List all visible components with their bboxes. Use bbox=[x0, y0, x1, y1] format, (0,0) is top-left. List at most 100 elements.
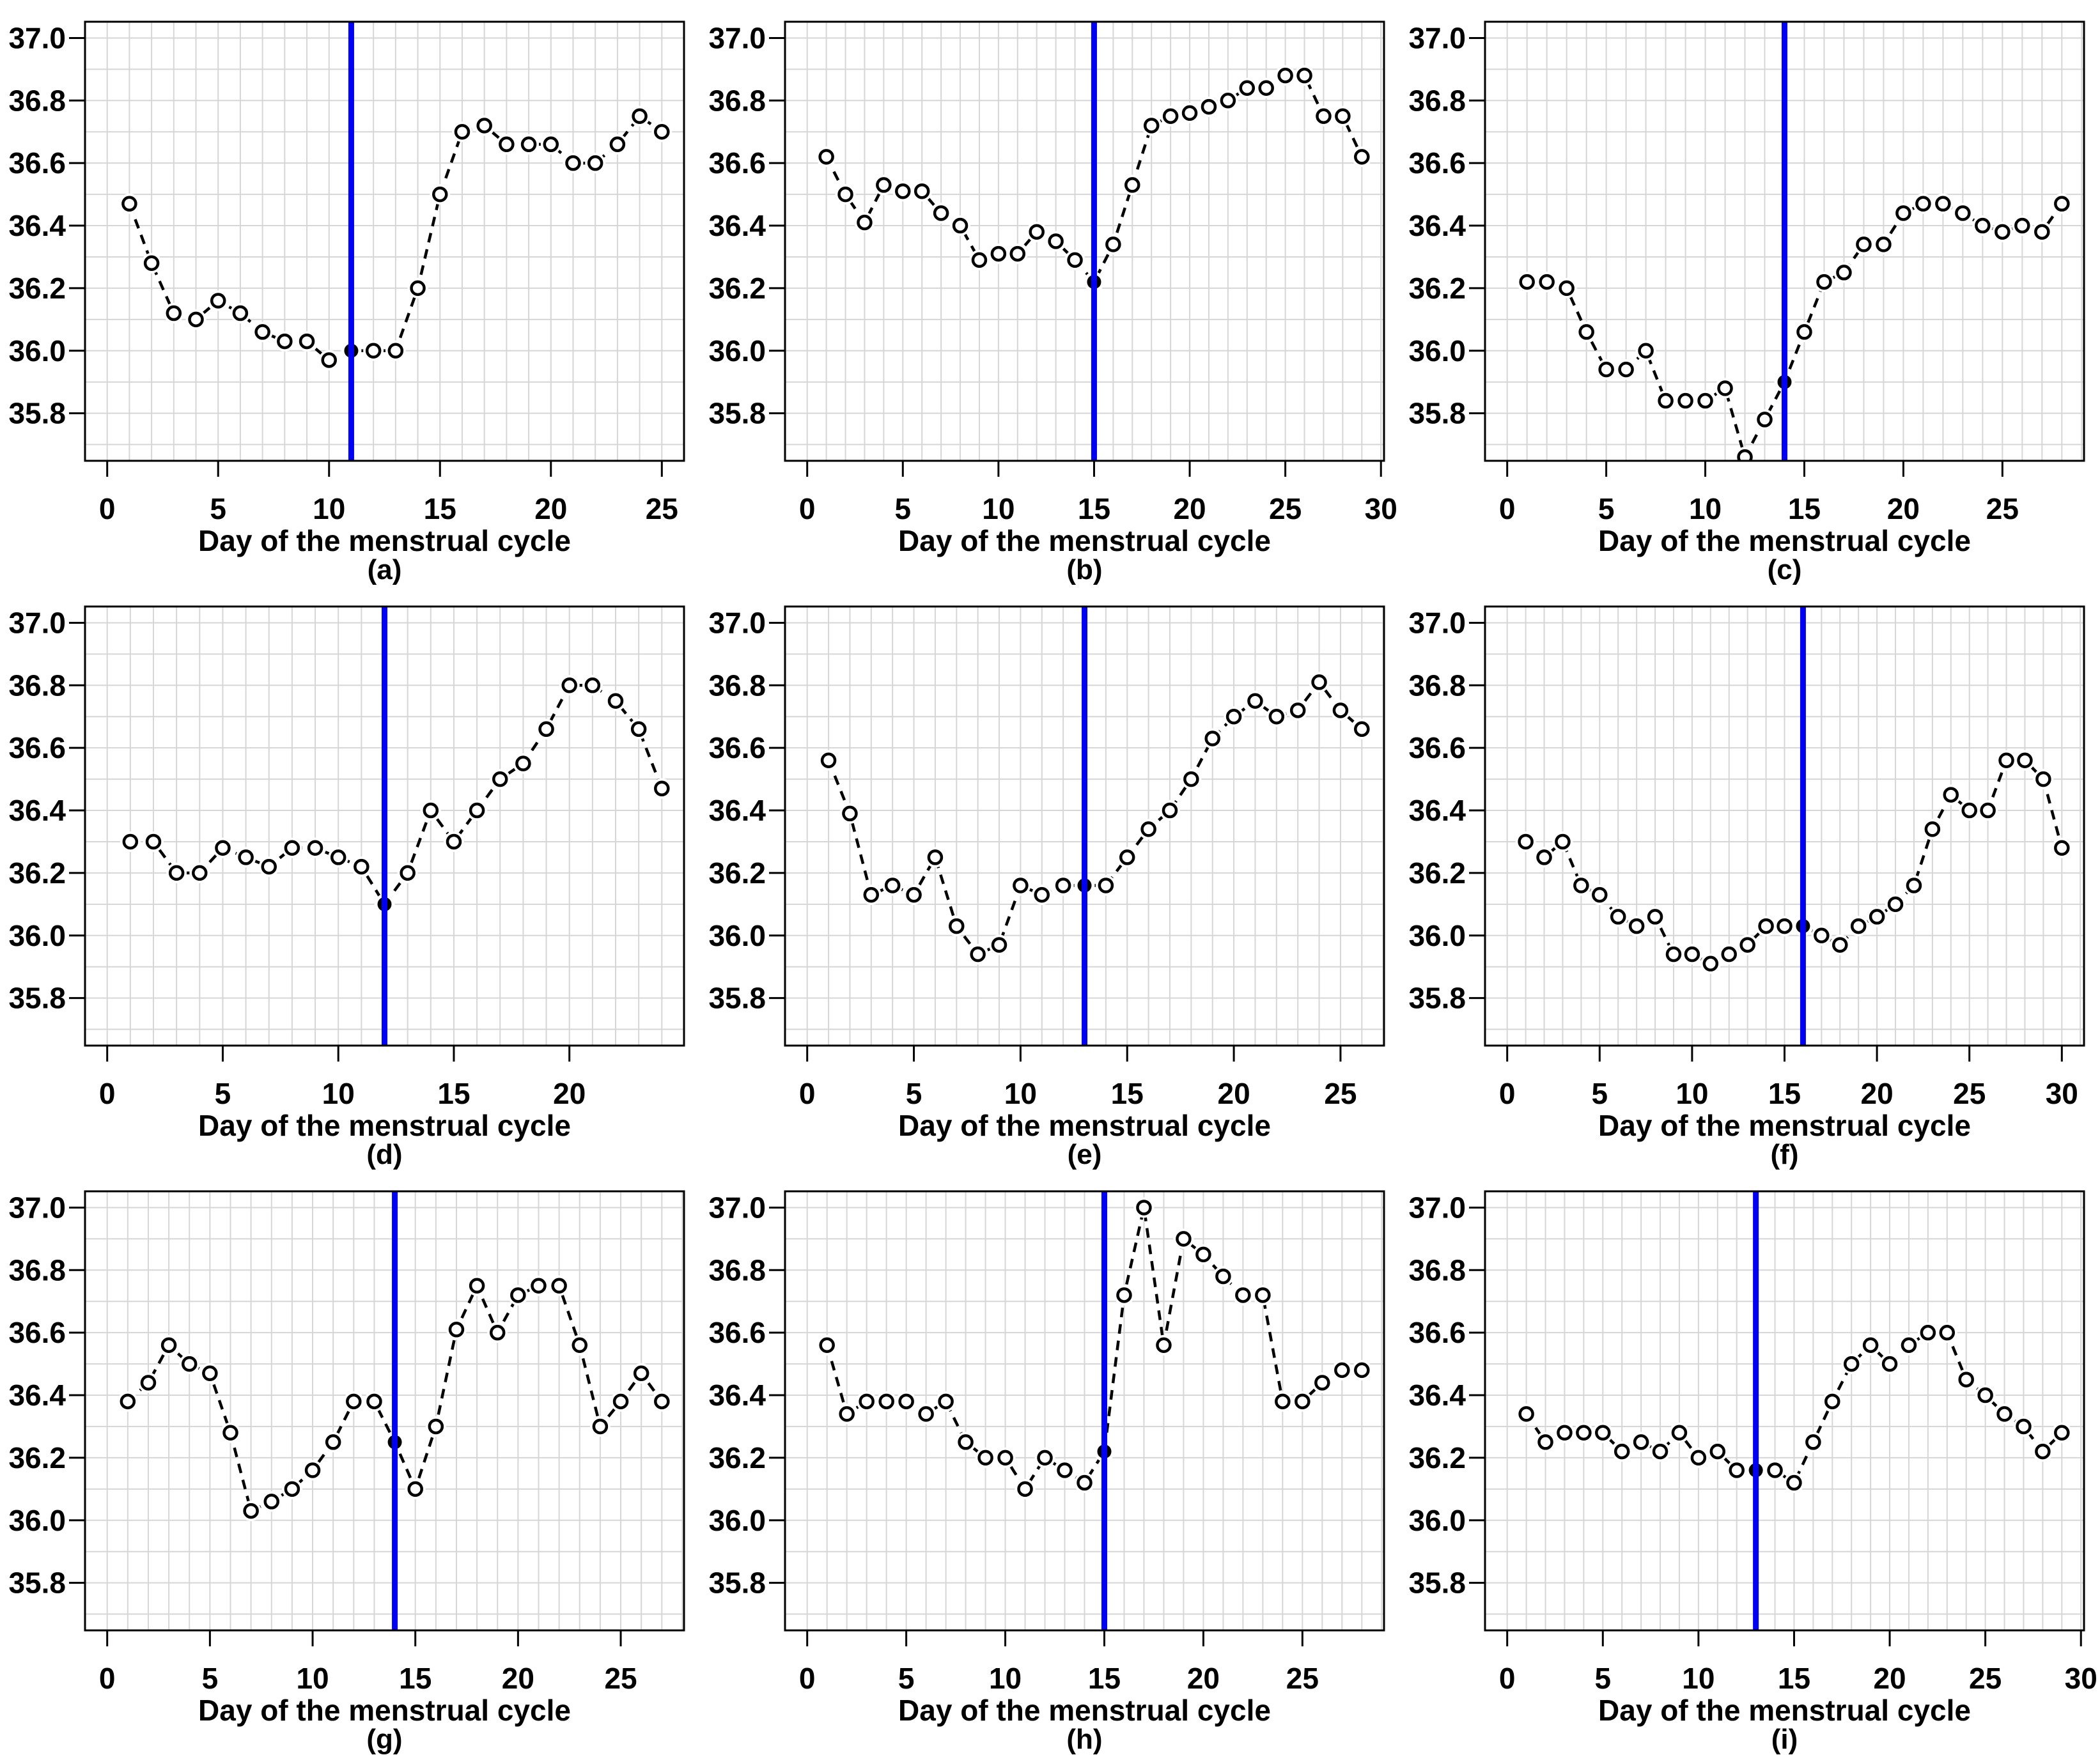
temperature-point bbox=[933, 205, 949, 221]
y-tick-label: 36.6 bbox=[1408, 731, 1466, 764]
y-tick-label: 36.6 bbox=[1408, 1316, 1466, 1349]
temperature-series bbox=[120, 675, 673, 915]
temperature-point bbox=[819, 1337, 835, 1353]
temperature-point bbox=[515, 755, 531, 771]
temperature-point bbox=[895, 183, 911, 199]
temperature-point bbox=[1618, 361, 1634, 378]
temperature-point bbox=[307, 840, 323, 856]
temperature-point bbox=[1598, 361, 1614, 378]
temperature-point bbox=[284, 1481, 300, 1497]
temperature-point bbox=[1955, 205, 1971, 221]
axis-text: 35.8 36.0 36.2 36.4 36.6 36.8 37.0 0 5 10 15 20 25 30… bbox=[1408, 606, 2078, 1170]
temperature-point bbox=[952, 217, 968, 234]
temperature-point bbox=[346, 1393, 362, 1410]
temperature-point bbox=[878, 1393, 894, 1410]
temperature-point bbox=[120, 1393, 136, 1410]
x-tick-label: 10 bbox=[1689, 492, 1722, 525]
temperature-point bbox=[584, 677, 601, 693]
plot-border bbox=[784, 1190, 1385, 1632]
x-tick-label: 5 bbox=[898, 1662, 915, 1695]
temperature-point bbox=[1537, 1434, 1553, 1450]
temperature-point bbox=[1786, 1474, 1802, 1491]
axis-ticks bbox=[1469, 621, 2063, 1062]
temperature-point bbox=[839, 1406, 855, 1422]
temperature-point bbox=[1557, 1425, 1573, 1441]
x-tick-label: 15 bbox=[1088, 1662, 1121, 1695]
temperature-point bbox=[1140, 821, 1156, 837]
temperature-series bbox=[119, 105, 673, 371]
temperature-point bbox=[970, 946, 986, 963]
x-tick-label: 0 bbox=[1499, 1662, 1516, 1695]
panel-letter: (e) bbox=[1068, 1139, 1102, 1170]
temperature-point bbox=[863, 886, 880, 903]
temperature-point bbox=[1017, 1481, 1033, 1497]
temperature-point bbox=[181, 1356, 198, 1372]
y-tick-label: 36.2 bbox=[708, 1441, 766, 1474]
y-tick-label: 35.8 bbox=[708, 1566, 766, 1600]
x-axis-title: Day of the menstrual cycle bbox=[1598, 1694, 1971, 1727]
temperature-point bbox=[1539, 274, 1555, 290]
temperature-point bbox=[997, 1450, 1013, 1466]
grid-lines bbox=[85, 22, 685, 461]
temperature-point bbox=[407, 1481, 423, 1497]
temperature-point bbox=[1832, 937, 1848, 953]
temperature-point bbox=[428, 1418, 444, 1435]
temperature-point bbox=[1067, 252, 1083, 268]
temperature-point bbox=[1737, 449, 1753, 460]
temperature-point bbox=[1796, 324, 1812, 340]
temperature-point bbox=[1119, 849, 1135, 865]
temperature-point bbox=[1275, 1393, 1291, 1410]
panel-b-chart: 35.8 36.0 36.2 36.4 36.6 36.8 37.0 0 5 10 15 20 25 30… bbox=[708, 20, 1397, 585]
temperature-point bbox=[1876, 236, 1892, 252]
temperature-point bbox=[261, 858, 277, 875]
y-tick-label: 36.0 bbox=[8, 1504, 66, 1537]
plot-border bbox=[84, 605, 685, 1047]
y-tick-label: 36.4 bbox=[1408, 1379, 1466, 1412]
y-tick-label: 35.8 bbox=[1408, 982, 1466, 1015]
y-tick-label: 36.4 bbox=[1408, 209, 1466, 242]
temperature-series bbox=[818, 672, 1373, 965]
temperature-point bbox=[633, 1365, 649, 1382]
temperature-point bbox=[1354, 149, 1370, 165]
temperature-point bbox=[1034, 886, 1050, 903]
temperature-point bbox=[366, 1393, 382, 1410]
temperature-point bbox=[884, 878, 901, 893]
temperature-point bbox=[1215, 1268, 1231, 1285]
temperature-point bbox=[857, 214, 873, 231]
panel-letter: (i) bbox=[1771, 1724, 1798, 1754]
temperature-point bbox=[607, 693, 624, 709]
temperature-point bbox=[166, 305, 182, 321]
temperature-point bbox=[410, 280, 426, 297]
y-tick-label: 37.0 bbox=[708, 606, 766, 639]
axis-ticks bbox=[69, 1206, 622, 1646]
temperature-point bbox=[906, 886, 922, 903]
panel-letter: (a) bbox=[368, 554, 402, 585]
x-axis-title: Day of the menstrual cycle bbox=[1598, 1109, 1971, 1142]
temperature-point bbox=[354, 858, 369, 875]
axis-text: 35.8 36.0 36.2 36.4 36.6 36.8 37.0 0 5 10 15 20 25 Da… bbox=[708, 1191, 1318, 1754]
temperature-point bbox=[448, 1322, 465, 1338]
y-tick-label: 36.4 bbox=[1408, 794, 1466, 827]
temperature-point bbox=[1098, 878, 1114, 893]
temperature-point bbox=[1924, 821, 1941, 837]
x-tick-label: 20 bbox=[553, 1077, 586, 1110]
temperature-point bbox=[538, 721, 554, 738]
x-tick-label: 5 bbox=[1598, 492, 1615, 525]
y-tick-label: 37.0 bbox=[1408, 21, 1466, 54]
temperature-point bbox=[143, 255, 160, 272]
y-tick-label: 35.8 bbox=[8, 982, 66, 1015]
x-tick-label: 15 bbox=[1768, 1077, 1801, 1110]
axis-text: 35.8 36.0 36.2 36.4 36.6 36.8 37.0 0 5 10 15 20 25 Da… bbox=[8, 1191, 637, 1754]
temperature-point bbox=[365, 343, 382, 359]
temperature-point bbox=[1901, 1337, 1917, 1353]
temperature-point bbox=[1721, 946, 1737, 963]
y-tick-label: 36.8 bbox=[708, 669, 766, 702]
x-tick-label: 15 bbox=[1788, 492, 1821, 525]
y-tick-label: 35.8 bbox=[8, 397, 66, 430]
temperature-point bbox=[630, 721, 647, 738]
x-tick-label: 0 bbox=[99, 492, 116, 525]
temperature-point bbox=[1658, 392, 1674, 409]
temperature-point bbox=[1998, 752, 2014, 768]
axis-text: 35.8 36.0 36.2 36.4 36.6 36.8 37.0 0 5 10 15 20 25 30… bbox=[1408, 1191, 2097, 1754]
temperature-point bbox=[1614, 1443, 1630, 1460]
